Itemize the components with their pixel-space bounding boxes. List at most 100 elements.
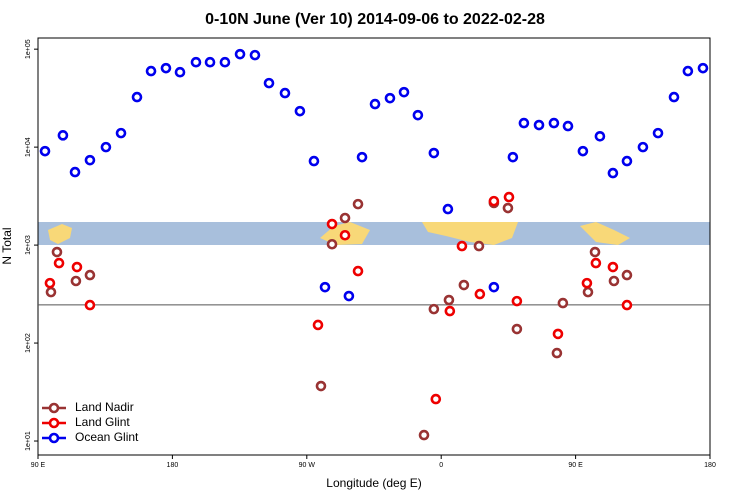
point xyxy=(474,288,486,300)
legend-marker xyxy=(48,417,60,429)
point xyxy=(456,240,468,252)
point xyxy=(473,240,485,252)
point xyxy=(57,130,69,141)
point xyxy=(590,257,602,269)
point xyxy=(458,279,470,291)
point xyxy=(69,166,81,178)
point xyxy=(488,195,500,207)
point xyxy=(443,294,455,306)
point xyxy=(71,261,83,273)
point xyxy=(511,295,523,307)
point xyxy=(279,87,291,99)
y-tick-label: 1e+04 xyxy=(25,137,32,157)
point xyxy=(637,141,649,153)
point xyxy=(621,155,633,167)
point xyxy=(511,323,523,335)
x-tick-label: 90 W xyxy=(299,462,316,469)
point xyxy=(594,130,606,142)
point xyxy=(319,281,331,293)
point xyxy=(190,56,202,68)
point xyxy=(562,120,574,132)
point xyxy=(84,154,96,166)
point xyxy=(607,167,619,179)
point xyxy=(352,198,364,210)
point xyxy=(430,393,442,405)
point xyxy=(507,151,519,163)
point xyxy=(418,429,430,441)
point xyxy=(502,202,514,214)
legend-label: Land Glint xyxy=(75,415,130,429)
point xyxy=(444,305,456,317)
point xyxy=(51,246,63,258)
point xyxy=(551,347,563,359)
point xyxy=(263,77,275,89)
point xyxy=(533,119,545,131)
point xyxy=(412,109,424,121)
point xyxy=(326,218,338,230)
point xyxy=(70,275,82,287)
point xyxy=(356,151,368,163)
point xyxy=(219,56,231,68)
point xyxy=(39,145,51,157)
point xyxy=(682,65,694,77)
point xyxy=(339,212,351,224)
x-tick-label: 180 xyxy=(704,462,716,469)
point xyxy=(315,380,327,392)
point xyxy=(548,117,560,129)
legend-marker xyxy=(48,432,60,444)
point xyxy=(145,65,157,77)
point xyxy=(339,229,351,241)
point xyxy=(131,91,143,103)
map-band xyxy=(38,222,710,245)
point xyxy=(312,319,324,331)
point xyxy=(518,117,530,129)
y-tick-label: 1e+03 xyxy=(25,235,32,255)
point xyxy=(557,297,569,309)
point xyxy=(369,98,381,110)
x-tick-label: 180 xyxy=(167,462,179,469)
point xyxy=(174,66,186,78)
x-tick-label: 90 E xyxy=(31,462,46,469)
point xyxy=(294,105,306,117)
legend-label: Land Nadir xyxy=(75,400,134,414)
point xyxy=(442,203,454,215)
point xyxy=(589,246,601,258)
plot-frame xyxy=(37,37,711,456)
legend-label: Ocean Glint xyxy=(75,430,139,444)
point xyxy=(488,281,500,293)
point xyxy=(84,299,96,311)
x-axis-label: Longitude (deg E) xyxy=(326,476,421,490)
x-tick-label: 90 E xyxy=(568,462,583,469)
point xyxy=(204,56,216,68)
point xyxy=(503,191,515,203)
point xyxy=(343,290,355,302)
point xyxy=(100,141,112,153)
point xyxy=(577,145,589,157)
point xyxy=(115,127,127,139)
point xyxy=(668,91,680,103)
point xyxy=(608,275,620,287)
chart-title: 0-10N June (Ver 10) 2014-09-06 to 2022-0… xyxy=(205,11,545,28)
point xyxy=(428,147,440,159)
point xyxy=(53,257,65,269)
point xyxy=(249,49,261,61)
point xyxy=(384,92,396,104)
point xyxy=(326,238,338,250)
point xyxy=(44,277,56,289)
y-tick-label: 1e+01 xyxy=(25,431,32,451)
x-tick-label: 0 xyxy=(439,462,443,469)
y-tick-label: 1e+02 xyxy=(25,333,32,353)
point xyxy=(582,286,594,298)
point xyxy=(234,48,246,60)
point xyxy=(697,62,709,74)
point xyxy=(352,265,364,277)
legend-marker xyxy=(48,402,60,414)
point xyxy=(652,127,664,139)
point xyxy=(581,277,593,289)
y-axis-label: N Total xyxy=(0,227,14,264)
y-tick-label: 1e+05 xyxy=(25,39,32,59)
point xyxy=(84,269,96,281)
point xyxy=(621,299,633,311)
point xyxy=(398,86,410,98)
